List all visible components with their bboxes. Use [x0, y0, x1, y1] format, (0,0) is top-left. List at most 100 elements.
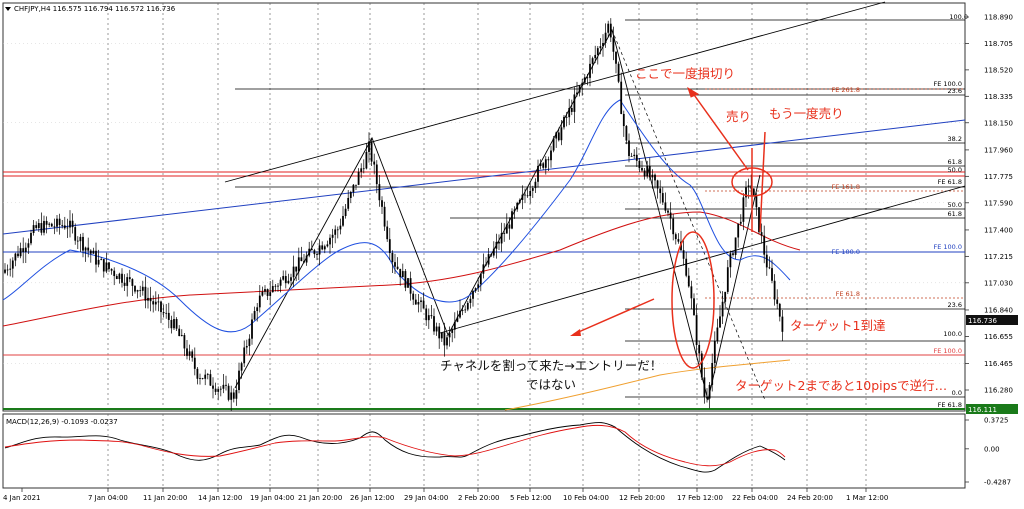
candle-body — [604, 32, 607, 43]
candle-body — [500, 233, 503, 244]
macd-axis: 0.3725 0.00 -0.4287 — [965, 417, 1011, 487]
candle-body — [440, 332, 443, 339]
candle-body — [196, 368, 199, 379]
candle-body — [739, 221, 742, 224]
candle-body — [170, 319, 173, 329]
candle-body — [578, 85, 581, 93]
candle-body — [589, 63, 591, 78]
candle-body — [659, 188, 662, 194]
time-tick-label: 11 Jan 20:00 — [143, 494, 187, 502]
candle-body — [136, 290, 139, 292]
macd-label: MACD(12,26,9) -0.1093 -0.0237 — [6, 418, 118, 426]
candle-body — [427, 315, 430, 321]
candle-body — [235, 390, 238, 399]
candle-body — [318, 245, 321, 255]
candle-body — [243, 347, 246, 364]
candle-body — [334, 229, 337, 235]
price-axis: 118.890 118.705 118.520 118.335 118.150 117.9… — [965, 14, 1013, 395]
candle-body — [284, 276, 287, 284]
macd-lines — [4, 422, 786, 473]
candle-body — [487, 254, 490, 265]
candle-body — [222, 384, 225, 389]
fib-label: 50.0 — [948, 201, 962, 209]
candle-body — [435, 326, 438, 332]
candle-body — [682, 250, 685, 259]
candle-body — [89, 250, 92, 254]
candle-body — [612, 37, 615, 52]
candle-body — [347, 197, 350, 209]
price-tick-label: 116.465 — [984, 360, 1013, 368]
candle-body — [53, 226, 56, 228]
macd-tick-label: 0.3725 — [984, 417, 1009, 425]
candle-body — [115, 276, 118, 280]
candles — [4, 18, 784, 411]
ma-fast-line — [2, 99, 791, 333]
candle-body — [240, 363, 243, 371]
candle-body — [771, 268, 773, 281]
candle-body — [183, 335, 186, 349]
candle-body — [544, 159, 547, 168]
candle-body — [750, 185, 753, 189]
candle-body — [420, 300, 422, 303]
candle-body — [209, 374, 212, 386]
candle-body — [292, 266, 295, 278]
macd-frame — [2, 413, 966, 489]
candle-body — [607, 23, 610, 33]
candle-body — [641, 167, 643, 171]
candle-body — [102, 259, 105, 272]
candle-body — [162, 312, 165, 314]
candle-body — [30, 232, 32, 244]
time-tick-label: 29 Jan 04:00 — [404, 494, 448, 502]
header-dropdown-icon[interactable] — [5, 7, 11, 11]
candle-body — [524, 194, 526, 196]
candle-body — [508, 224, 511, 229]
candle-body — [526, 195, 529, 197]
annotation-target2: ターゲット2まであと10pipsで逆行… — [735, 378, 947, 393]
candle-body — [417, 302, 420, 305]
candle-body — [17, 253, 19, 257]
candle-body — [58, 218, 61, 226]
price-tick-label: 117.960 — [984, 146, 1013, 154]
fib-label: 0.0 — [952, 389, 962, 397]
candle-body — [495, 241, 498, 249]
macd-tick-label: 0.00 — [984, 445, 1000, 453]
candle-body — [14, 253, 17, 261]
candle-body — [27, 243, 30, 248]
candle-body — [596, 48, 599, 55]
candle-body — [157, 301, 160, 303]
candle-body — [599, 46, 602, 49]
time-tick-label: 26 Jan 12:00 — [350, 494, 394, 502]
candle-body — [617, 63, 620, 82]
macd-tick-label: -0.4287 — [984, 479, 1011, 487]
arrow-sell2 — [759, 131, 766, 233]
candle-body — [713, 341, 716, 363]
ellipse-highlight — [671, 231, 715, 369]
bottom-price-box — [966, 404, 1018, 414]
candle-body — [531, 188, 534, 191]
candle-body — [570, 107, 573, 112]
candle-body — [466, 302, 469, 310]
candle-body — [123, 282, 126, 286]
blue-trendline — [2, 119, 966, 235]
price-tick-label: 118.890 — [984, 14, 1013, 22]
candle-body — [256, 307, 259, 311]
candle-body — [765, 254, 768, 268]
candle-body — [87, 247, 90, 251]
candle-body — [11, 260, 14, 269]
candle-body — [778, 303, 781, 317]
candle-body — [271, 286, 274, 293]
candle-body — [446, 337, 448, 346]
candle-body — [180, 335, 183, 337]
candle-body — [274, 285, 277, 287]
candle-body — [282, 276, 285, 280]
price-tick-label: 117.775 — [984, 173, 1013, 181]
candle-body — [43, 220, 45, 233]
time-tick-label: 21 Jan 20:00 — [298, 494, 342, 502]
symbol-header: CHFJPY,H4 116.575 116.794 116.572 116.73… — [14, 5, 176, 13]
candle-body — [726, 267, 729, 292]
candle-body — [557, 132, 560, 141]
candle-body — [344, 208, 347, 216]
fib-label: 61.8 — [948, 158, 962, 166]
candle-body — [373, 161, 376, 165]
